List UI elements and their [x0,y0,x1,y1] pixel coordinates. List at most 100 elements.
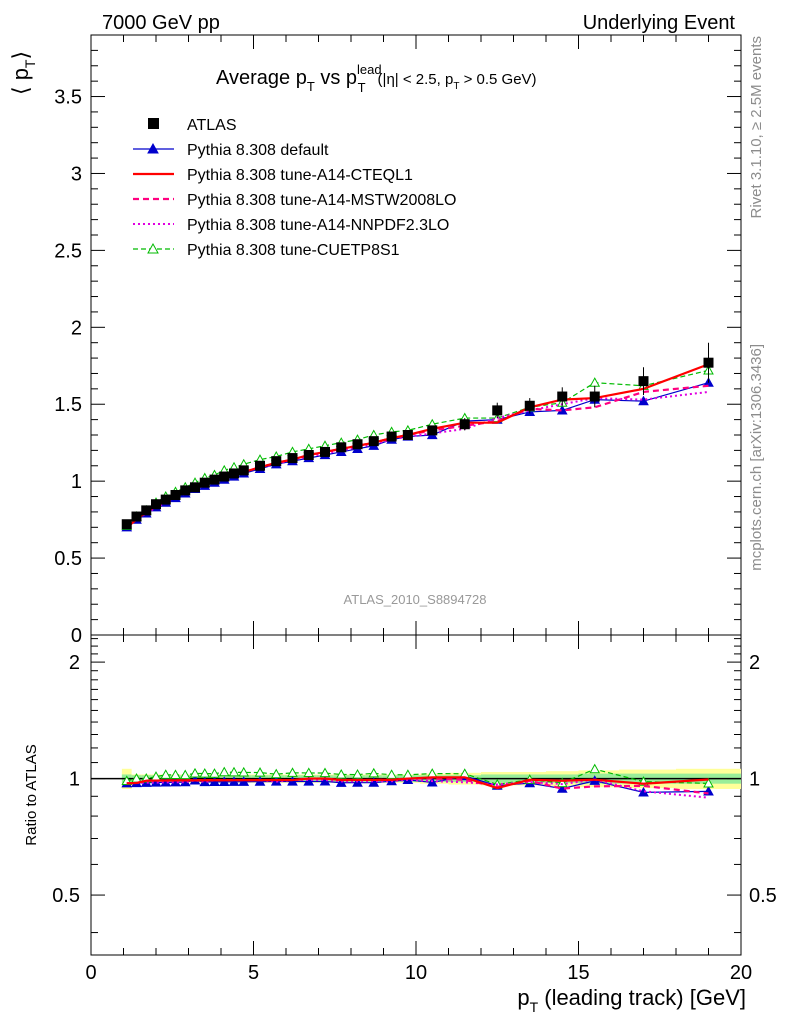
series-line-default [126,382,709,528]
ratio-tick-label: 1 [749,769,760,791]
x-tick-label: 15 [567,962,589,984]
y-axis-label: ⟨ pT⟩ [8,51,38,95]
ratio-point-cuetp8s1 [170,769,181,780]
legend-label-cuetp8s1: Pythia 8.308 tune-CUETP8S1 [187,242,400,259]
series-point-default [638,395,649,406]
x-tick-label: 10 [405,962,427,984]
x-tick-label: 20 [730,962,752,984]
series-line-cteql1 [126,363,709,529]
ratio-y-label: Ratio to ATLAS [23,744,40,845]
data-point-atlas [160,494,171,505]
ratio-point-cuetp8s1 [426,768,438,778]
chart-title: Average pT vs plead T (|η| < 2.5, pT > 0.5… [216,62,537,95]
ratio-tick-label: 2 [69,652,80,674]
data-point-atlas [209,474,220,485]
y-tick-label: 0 [71,625,82,647]
data-point-atlas [190,482,200,493]
ratio-line-cteql1 [126,776,709,790]
legend-label-cteql1: Pythia 8.308 tune-A14-CTEQL1 [187,167,413,184]
ratio-point-cuetp8s1 [368,767,380,778]
data-point-atlas [427,425,438,436]
y-tick-label: 0.5 [54,548,82,570]
ratio-tick-label: 0.5 [52,885,80,907]
ratio-point-cuetp8s1 [189,767,201,778]
y-tick-label: 2 [71,317,82,339]
ratio-point-cuetp8s1 [179,769,191,780]
header-right: Underlying Event [583,12,736,34]
ratio-tick-label: 0.5 [749,885,777,907]
y-tick-label: 1 [71,471,82,493]
data-point-atlas [229,468,239,479]
data-point-atlas [703,357,714,368]
legend-label-default: Pythia 8.308 default [187,142,329,159]
rivet-label: Rivet 3.1.10, ≥ 2.5M events [748,36,765,219]
y-tick-label: 3 [71,163,82,185]
series-line-nnpdf [126,390,709,529]
ratio-tick-label: 1 [69,769,80,791]
data-point-atlas [368,436,379,447]
legend-marker-atlas [148,118,159,129]
ratio-point-cuetp8s1 [589,763,601,774]
data-point-atlas [352,439,363,450]
data-point-atlas [336,442,347,453]
ratio-point-cuetp8s1 [287,767,298,777]
data-point-atlas [386,431,397,442]
ratio-point-default [238,776,250,786]
legend-marker-default [147,142,159,154]
series-line-mstw [126,384,709,529]
ratio-point-cuetp8s1 [303,767,315,778]
legend-label-atlas: ATLAS [187,117,237,134]
data-point-atlas [492,405,503,416]
ratio-point-cuetp8s1 [402,769,414,779]
ratio-point-cuetp8s1 [199,768,211,778]
ratio-point-cuetp8s1 [386,769,397,779]
ratio-point-cuetp8s1 [238,766,250,777]
data-point-atlas [131,511,142,522]
ratio-point-default [228,776,240,786]
data-point-atlas [271,456,282,467]
data-point-atlas [238,465,249,476]
data-point-atlas [180,485,191,496]
ratio-point-cuetp8s1 [228,766,240,777]
data-point-atlas [219,471,230,482]
ratio-point-cuetp8s1 [319,767,331,778]
data-point-atlas [141,505,152,516]
ratio-point-default [303,775,315,786]
ratio-tick-label: 2 [749,652,760,674]
data-point-atlas [287,453,298,464]
legend-label-mstw: Pythia 8.308 tune-A14-MSTW2008LO [187,192,456,209]
y-tick-label: 2.5 [54,240,82,262]
data-point-atlas [121,519,132,530]
data-point-atlas [199,477,210,488]
ratio-point-cuetp8s1 [556,777,568,788]
data-point-atlas [303,450,314,460]
data-point-atlas [255,460,265,471]
ratio-point-cuetp8s1 [160,769,172,779]
ratio-point-cuetp8s1 [254,767,266,777]
ratio-point-cuetp8s1 [335,768,347,779]
analysis-watermark: ATLAS_2010_S8894728 [344,592,487,607]
mcplots-label: mcplots.cern.ch [arXiv:1306.3436] [748,344,765,571]
y-tick-label: 3.5 [54,87,82,109]
legend-label-nnpdf: Pythia 8.308 tune-A14-NNPDF2.3LO [187,217,449,234]
data-point-atlas [151,499,161,510]
data-point-atlas [320,446,330,457]
data-point-atlas [589,391,600,402]
data-point-atlas [524,400,535,411]
x-axis-label: pT (leading track) [GeV] [517,985,746,1015]
header-left: 7000 GeV pp [102,12,220,34]
ratio-point-cuetp8s1 [352,769,363,779]
data-point-atlas [170,490,181,500]
ratio-point-cuetp8s1 [218,766,230,777]
y-tick-label: 1.5 [54,394,82,416]
data-point-atlas [638,376,649,387]
x-tick-label: 5 [248,962,259,984]
x-tick-label: 0 [85,962,96,984]
ratio-point-cuetp8s1 [703,777,714,788]
series-point-cuetp8s1 [589,377,601,387]
data-point-atlas [402,430,413,440]
ratio-point-cuetp8s1 [209,768,220,778]
data-point-atlas [459,419,470,430]
data-point-atlas [557,391,568,402]
